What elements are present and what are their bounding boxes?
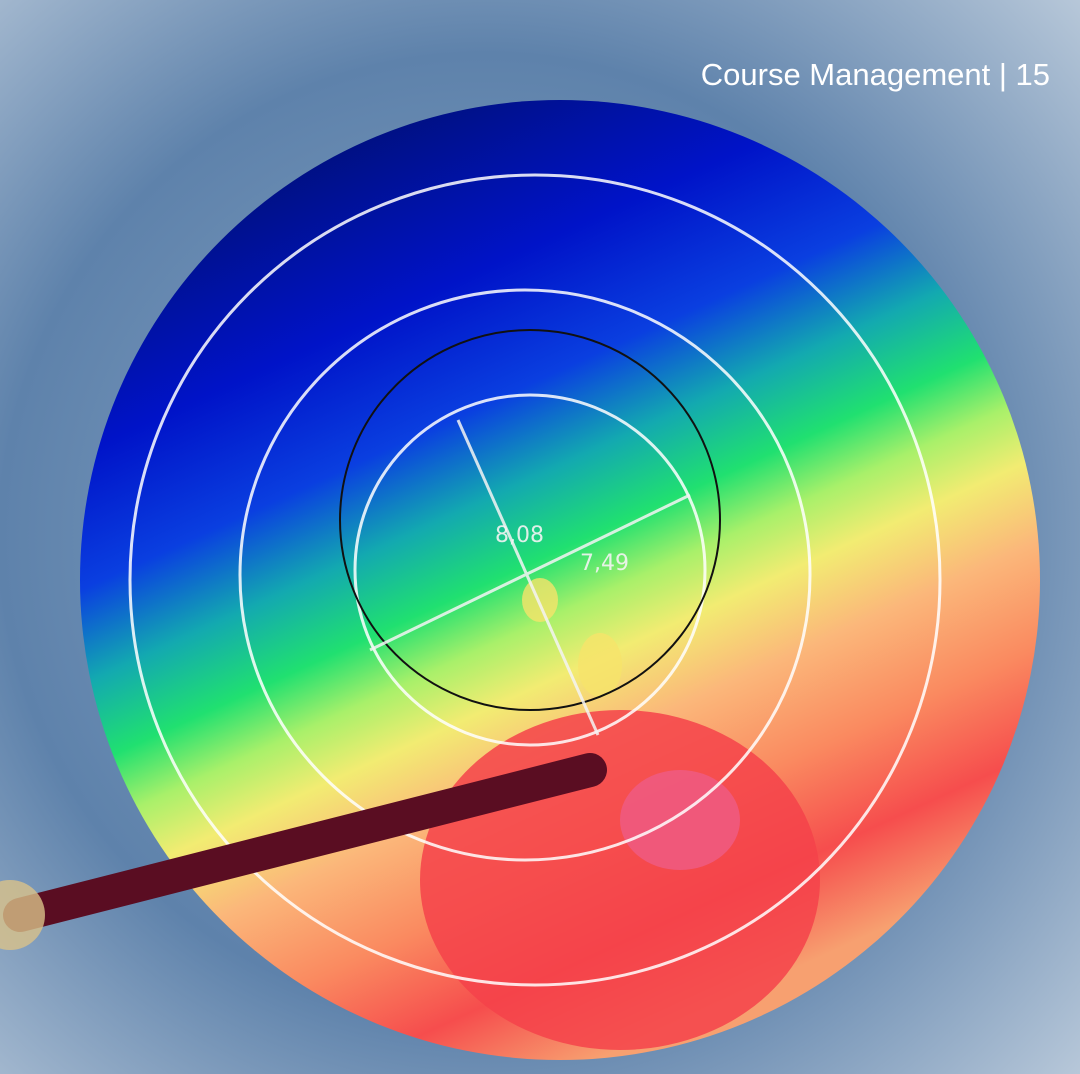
instrument-tip	[0, 880, 45, 950]
header-title: Course Management | 15	[701, 57, 1050, 92]
map-label: 7,49	[580, 551, 629, 576]
rings	[128, 173, 942, 987]
instrument	[3, 753, 607, 932]
pupil-ring	[339, 329, 721, 711]
axis-lines	[369, 419, 691, 736]
map-label: 8,08	[495, 523, 544, 548]
